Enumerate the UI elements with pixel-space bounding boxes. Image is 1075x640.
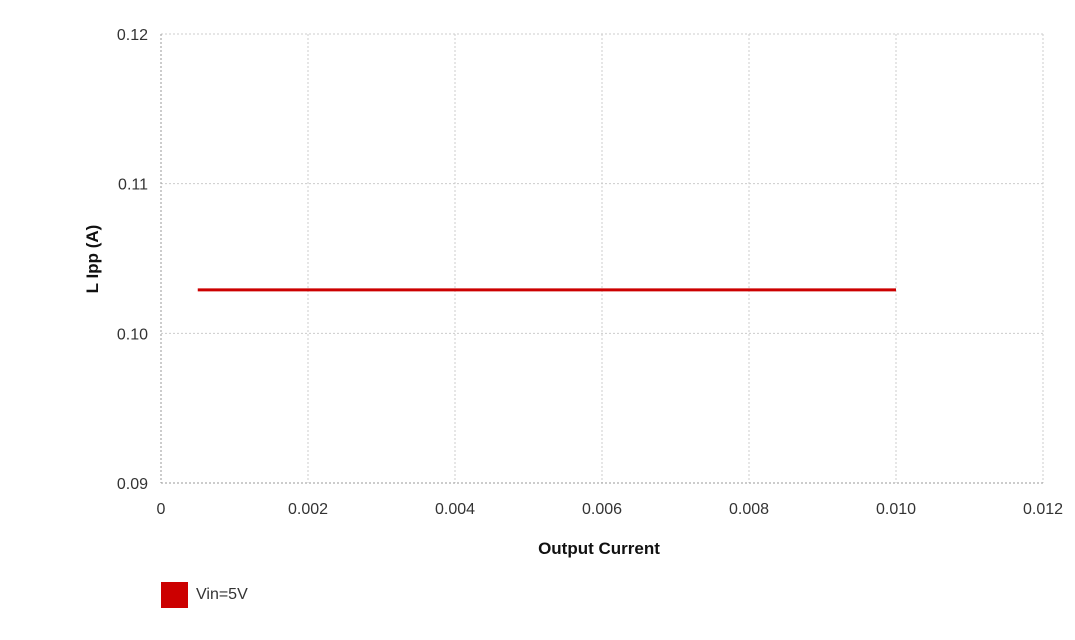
y-tick-label: 0.10: [117, 326, 148, 343]
grid: [161, 33, 1044, 483]
legend-swatch: [161, 582, 188, 608]
x-axis-title: Output Current: [538, 539, 660, 558]
y-tick-label: 0.09: [117, 476, 148, 493]
x-tick-label: 0.012: [1023, 501, 1063, 518]
y-tick-label: 0.11: [118, 177, 148, 194]
axes: [160, 34, 1043, 484]
y-axis-title: L Ipp (A): [83, 225, 102, 294]
y-tick-label: 0.12: [117, 27, 148, 44]
x-tick-label: 0.008: [729, 501, 769, 518]
x-tick-label: 0.004: [435, 501, 475, 518]
legend-label: Vin=5V: [196, 586, 248, 603]
legend: Vin=5V: [161, 582, 248, 608]
x-tick-label: 0.002: [288, 501, 328, 518]
y-tick-labels: 0.09 0.10 0.11 0.12: [117, 27, 148, 493]
x-tick-labels: 0 0.002 0.004 0.006 0.008 0.010 0.012: [157, 501, 1064, 518]
x-tick-label: 0: [157, 501, 166, 518]
x-tick-label: 0.010: [876, 501, 916, 518]
x-tick-label: 0.006: [582, 501, 622, 518]
